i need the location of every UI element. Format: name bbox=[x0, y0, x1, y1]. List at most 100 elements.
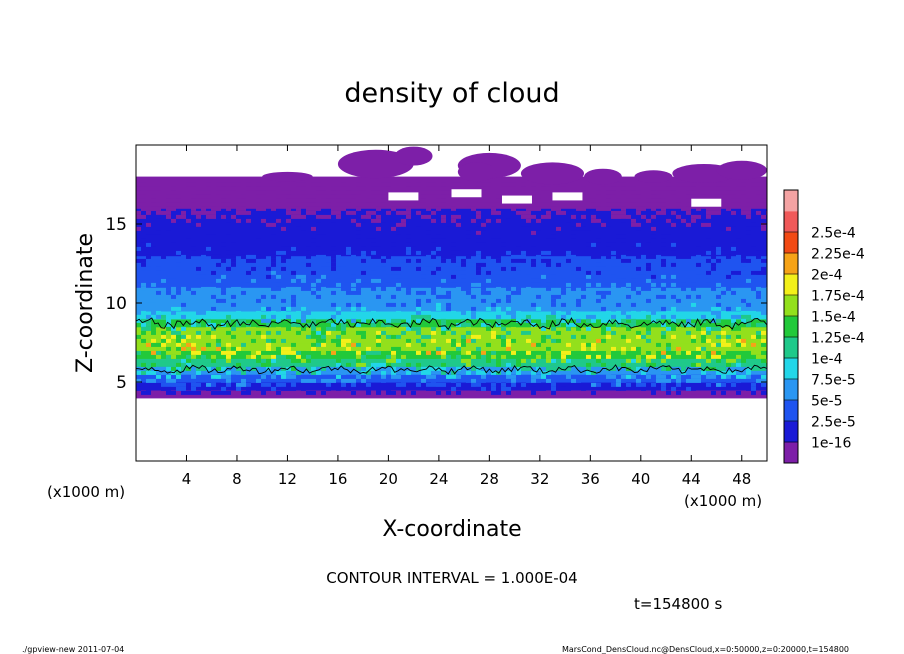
heatmap-cell bbox=[666, 366, 671, 371]
heatmap-cell bbox=[276, 306, 281, 311]
heatmap-cell bbox=[466, 350, 471, 355]
heatmap-cell bbox=[231, 254, 236, 259]
heatmap-cell bbox=[471, 282, 476, 287]
heatmap-cell bbox=[346, 242, 351, 247]
heatmap-cell bbox=[761, 262, 766, 267]
heatmap-cell bbox=[306, 206, 311, 211]
heatmap-cell bbox=[321, 286, 326, 291]
heatmap-cell bbox=[591, 254, 596, 259]
heatmap-cell bbox=[356, 190, 361, 195]
heatmap-cell bbox=[201, 250, 206, 255]
heatmap-cell bbox=[416, 290, 421, 295]
heatmap-cell bbox=[246, 306, 251, 311]
heatmap-cell bbox=[271, 206, 276, 211]
heatmap-cell bbox=[146, 254, 151, 259]
heatmap-cell bbox=[336, 350, 341, 355]
heatmap-cell bbox=[651, 362, 656, 367]
heatmap-cell bbox=[456, 346, 461, 351]
heatmap-cell bbox=[316, 294, 321, 299]
heatmap-cell bbox=[496, 282, 501, 287]
heatmap-cell bbox=[371, 286, 376, 291]
heatmap-cell bbox=[416, 366, 421, 371]
heatmap-cell bbox=[521, 382, 526, 387]
heatmap-cell bbox=[531, 390, 536, 395]
heatmap-cell bbox=[621, 374, 626, 379]
heatmap-cell bbox=[276, 278, 281, 283]
heatmap-cell bbox=[451, 330, 456, 335]
heatmap-cell bbox=[671, 374, 676, 379]
heatmap-cell bbox=[731, 222, 736, 227]
heatmap-cell bbox=[646, 218, 651, 223]
heatmap-cell bbox=[306, 194, 311, 199]
heatmap-cell bbox=[146, 206, 151, 211]
heatmap-cell bbox=[741, 310, 746, 315]
heatmap-cell bbox=[481, 182, 486, 187]
heatmap-cell bbox=[566, 258, 571, 263]
heatmap-cell bbox=[456, 390, 461, 395]
heatmap-cell bbox=[561, 314, 566, 319]
heatmap-cell bbox=[471, 238, 476, 243]
heatmap-cell bbox=[211, 270, 216, 275]
heatmap-cell bbox=[261, 390, 266, 395]
heatmap-cell bbox=[366, 390, 371, 395]
heatmap-cell bbox=[146, 230, 151, 235]
heatmap-cell bbox=[291, 306, 296, 311]
heatmap-cell bbox=[711, 370, 716, 375]
heatmap-cell bbox=[306, 230, 311, 235]
heatmap-cell bbox=[471, 314, 476, 319]
heatmap-cell bbox=[221, 198, 226, 203]
contour-lines bbox=[136, 317, 767, 375]
heatmap-cell bbox=[211, 202, 216, 207]
heatmap-cell bbox=[286, 254, 291, 259]
heatmap-cell bbox=[351, 342, 356, 347]
heatmap-cell bbox=[281, 346, 286, 351]
heatmap-cell bbox=[701, 354, 706, 359]
heatmap-cell bbox=[206, 322, 211, 327]
heatmap-cell bbox=[381, 378, 386, 383]
heatmap-cell bbox=[711, 186, 716, 191]
heatmap-cell bbox=[251, 322, 256, 327]
heatmap-cell bbox=[661, 306, 666, 311]
heatmap-cell bbox=[261, 186, 266, 191]
heatmap-cell bbox=[616, 230, 621, 235]
heatmap-cell bbox=[711, 378, 716, 383]
heatmap-cell bbox=[301, 278, 306, 283]
heatmap-cell bbox=[471, 202, 476, 207]
heatmap-cell bbox=[226, 358, 231, 363]
heatmap-cell bbox=[646, 202, 651, 207]
heatmap-cell bbox=[206, 266, 211, 271]
heatmap-cell bbox=[481, 302, 486, 307]
heatmap-cell bbox=[346, 266, 351, 271]
heatmap-cell bbox=[341, 378, 346, 383]
heatmap-cell bbox=[321, 262, 326, 267]
heatmap-cell bbox=[666, 282, 671, 287]
heatmap-cell bbox=[566, 386, 571, 391]
heatmap-cell bbox=[421, 242, 426, 247]
heatmap-cell bbox=[321, 326, 326, 331]
heatmap-cell bbox=[506, 214, 511, 219]
heatmap-cell bbox=[386, 302, 391, 307]
heatmap-cell bbox=[651, 278, 656, 283]
heatmap-cell bbox=[391, 258, 396, 263]
heatmap-cell bbox=[296, 310, 301, 315]
heatmap-cell bbox=[246, 334, 251, 339]
heatmap-cell bbox=[146, 222, 151, 227]
heatmap-cell bbox=[306, 322, 311, 327]
heatmap-cell bbox=[621, 278, 626, 283]
heatmap-cell bbox=[266, 358, 271, 363]
heatmap-cell bbox=[436, 306, 441, 311]
heatmap-cell bbox=[706, 206, 711, 211]
heatmap-cell bbox=[631, 286, 636, 291]
heatmap-cell bbox=[471, 294, 476, 299]
heatmap-cell bbox=[751, 390, 756, 395]
heatmap-cell bbox=[561, 274, 566, 279]
heatmap-cell bbox=[276, 382, 281, 387]
heatmap-cell bbox=[741, 258, 746, 263]
heatmap-cell bbox=[436, 366, 441, 371]
contour-interval-note: CONTOUR INTERVAL = 1.000E-04 bbox=[326, 569, 577, 587]
heatmap-cell bbox=[631, 310, 636, 315]
heatmap-cell bbox=[231, 294, 236, 299]
heatmap-cell bbox=[306, 346, 311, 351]
heatmap-cell bbox=[366, 350, 371, 355]
heatmap-cell bbox=[456, 258, 461, 263]
